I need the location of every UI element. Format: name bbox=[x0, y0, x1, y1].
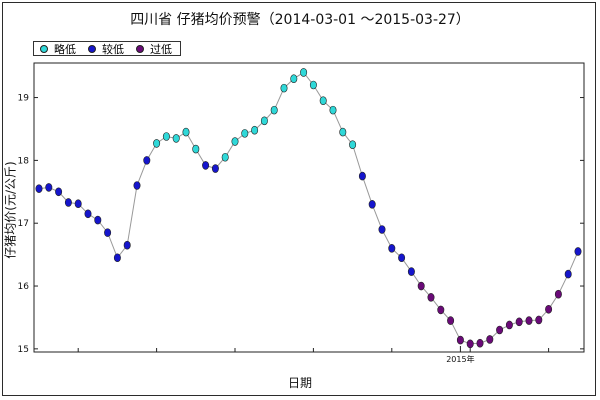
chart-title: 四川省 仔猪均价预警（2014-03-01 ～2015-03-27） bbox=[130, 12, 470, 28]
data-point bbox=[505, 320, 513, 330]
data-point bbox=[437, 305, 445, 315]
data-point bbox=[64, 198, 72, 207]
data-point bbox=[417, 281, 425, 291]
data-point bbox=[55, 187, 63, 197]
legend-marker-low bbox=[88, 44, 96, 53]
data-point bbox=[182, 127, 190, 137]
data-point bbox=[221, 152, 229, 162]
y-tick-label: 17 bbox=[18, 219, 29, 229]
x-axis-label: 日期 bbox=[287, 376, 312, 390]
legend: 略低 较低 过低 bbox=[33, 41, 181, 56]
y-axis-label: 仔猪均价(元/公斤) bbox=[3, 161, 18, 259]
legend-item-low: 较低 bbox=[88, 41, 124, 57]
data-point bbox=[515, 317, 523, 327]
data-point bbox=[260, 116, 268, 126]
legend-marker-too-low bbox=[136, 44, 144, 53]
plot-area bbox=[33, 62, 585, 353]
legend-label-too-low: 过低 bbox=[150, 42, 172, 56]
data-point bbox=[535, 315, 543, 325]
data-point bbox=[74, 199, 82, 209]
data-point bbox=[339, 127, 347, 137]
data-point bbox=[94, 215, 102, 225]
x-tick-label: 2015年 bbox=[446, 354, 474, 364]
data-point bbox=[211, 164, 219, 173]
data-point bbox=[407, 267, 415, 276]
data-point bbox=[349, 140, 357, 149]
data-point bbox=[564, 269, 572, 279]
data-point bbox=[476, 338, 484, 348]
data-point bbox=[290, 74, 298, 84]
chart-frame bbox=[2, 2, 596, 396]
data-point bbox=[35, 184, 43, 193]
data-point bbox=[358, 171, 366, 181]
data-point bbox=[133, 181, 141, 190]
y-tick-label: 16 bbox=[18, 282, 30, 292]
data-point bbox=[378, 225, 386, 234]
data-point bbox=[309, 80, 317, 90]
data-point bbox=[300, 68, 308, 77]
data-point bbox=[574, 247, 582, 256]
data-point bbox=[368, 200, 376, 209]
data-point bbox=[554, 289, 562, 299]
data-point bbox=[172, 134, 180, 143]
y-tick-label: 15 bbox=[18, 345, 29, 355]
data-point bbox=[466, 339, 474, 349]
y-tick-label: 19 bbox=[18, 94, 30, 104]
data-point bbox=[447, 316, 455, 325]
data-point bbox=[280, 83, 288, 93]
data-point bbox=[251, 125, 259, 135]
data-point bbox=[123, 240, 131, 250]
data-point bbox=[545, 304, 553, 314]
legend-label-slightly-low: 略低 bbox=[54, 42, 76, 56]
data-point bbox=[162, 132, 170, 141]
series-line bbox=[38, 71, 579, 345]
data-point bbox=[456, 335, 464, 345]
data-point bbox=[45, 183, 53, 192]
data-point bbox=[486, 335, 494, 344]
legend-item-slightly-low: 略低 bbox=[40, 41, 76, 57]
data-point bbox=[319, 96, 327, 105]
data-point bbox=[241, 129, 249, 138]
y-tick-label: 18 bbox=[18, 156, 30, 166]
legend-label-low: 较低 bbox=[102, 42, 124, 56]
legend-marker-slightly-low bbox=[40, 44, 48, 53]
data-point bbox=[388, 244, 396, 253]
data-point bbox=[270, 105, 278, 115]
data-point bbox=[202, 161, 210, 170]
data-point bbox=[231, 137, 239, 146]
data-point bbox=[153, 139, 161, 148]
legend-item-too-low: 过低 bbox=[136, 41, 172, 57]
data-point bbox=[113, 253, 121, 263]
data-point bbox=[525, 316, 533, 325]
data-point bbox=[427, 293, 435, 302]
data-point bbox=[143, 156, 151, 165]
data-point bbox=[329, 105, 337, 115]
data-point bbox=[398, 253, 406, 263]
data-point bbox=[192, 144, 200, 154]
data-point bbox=[84, 209, 92, 219]
data-point bbox=[104, 228, 112, 237]
data-point bbox=[496, 325, 504, 335]
